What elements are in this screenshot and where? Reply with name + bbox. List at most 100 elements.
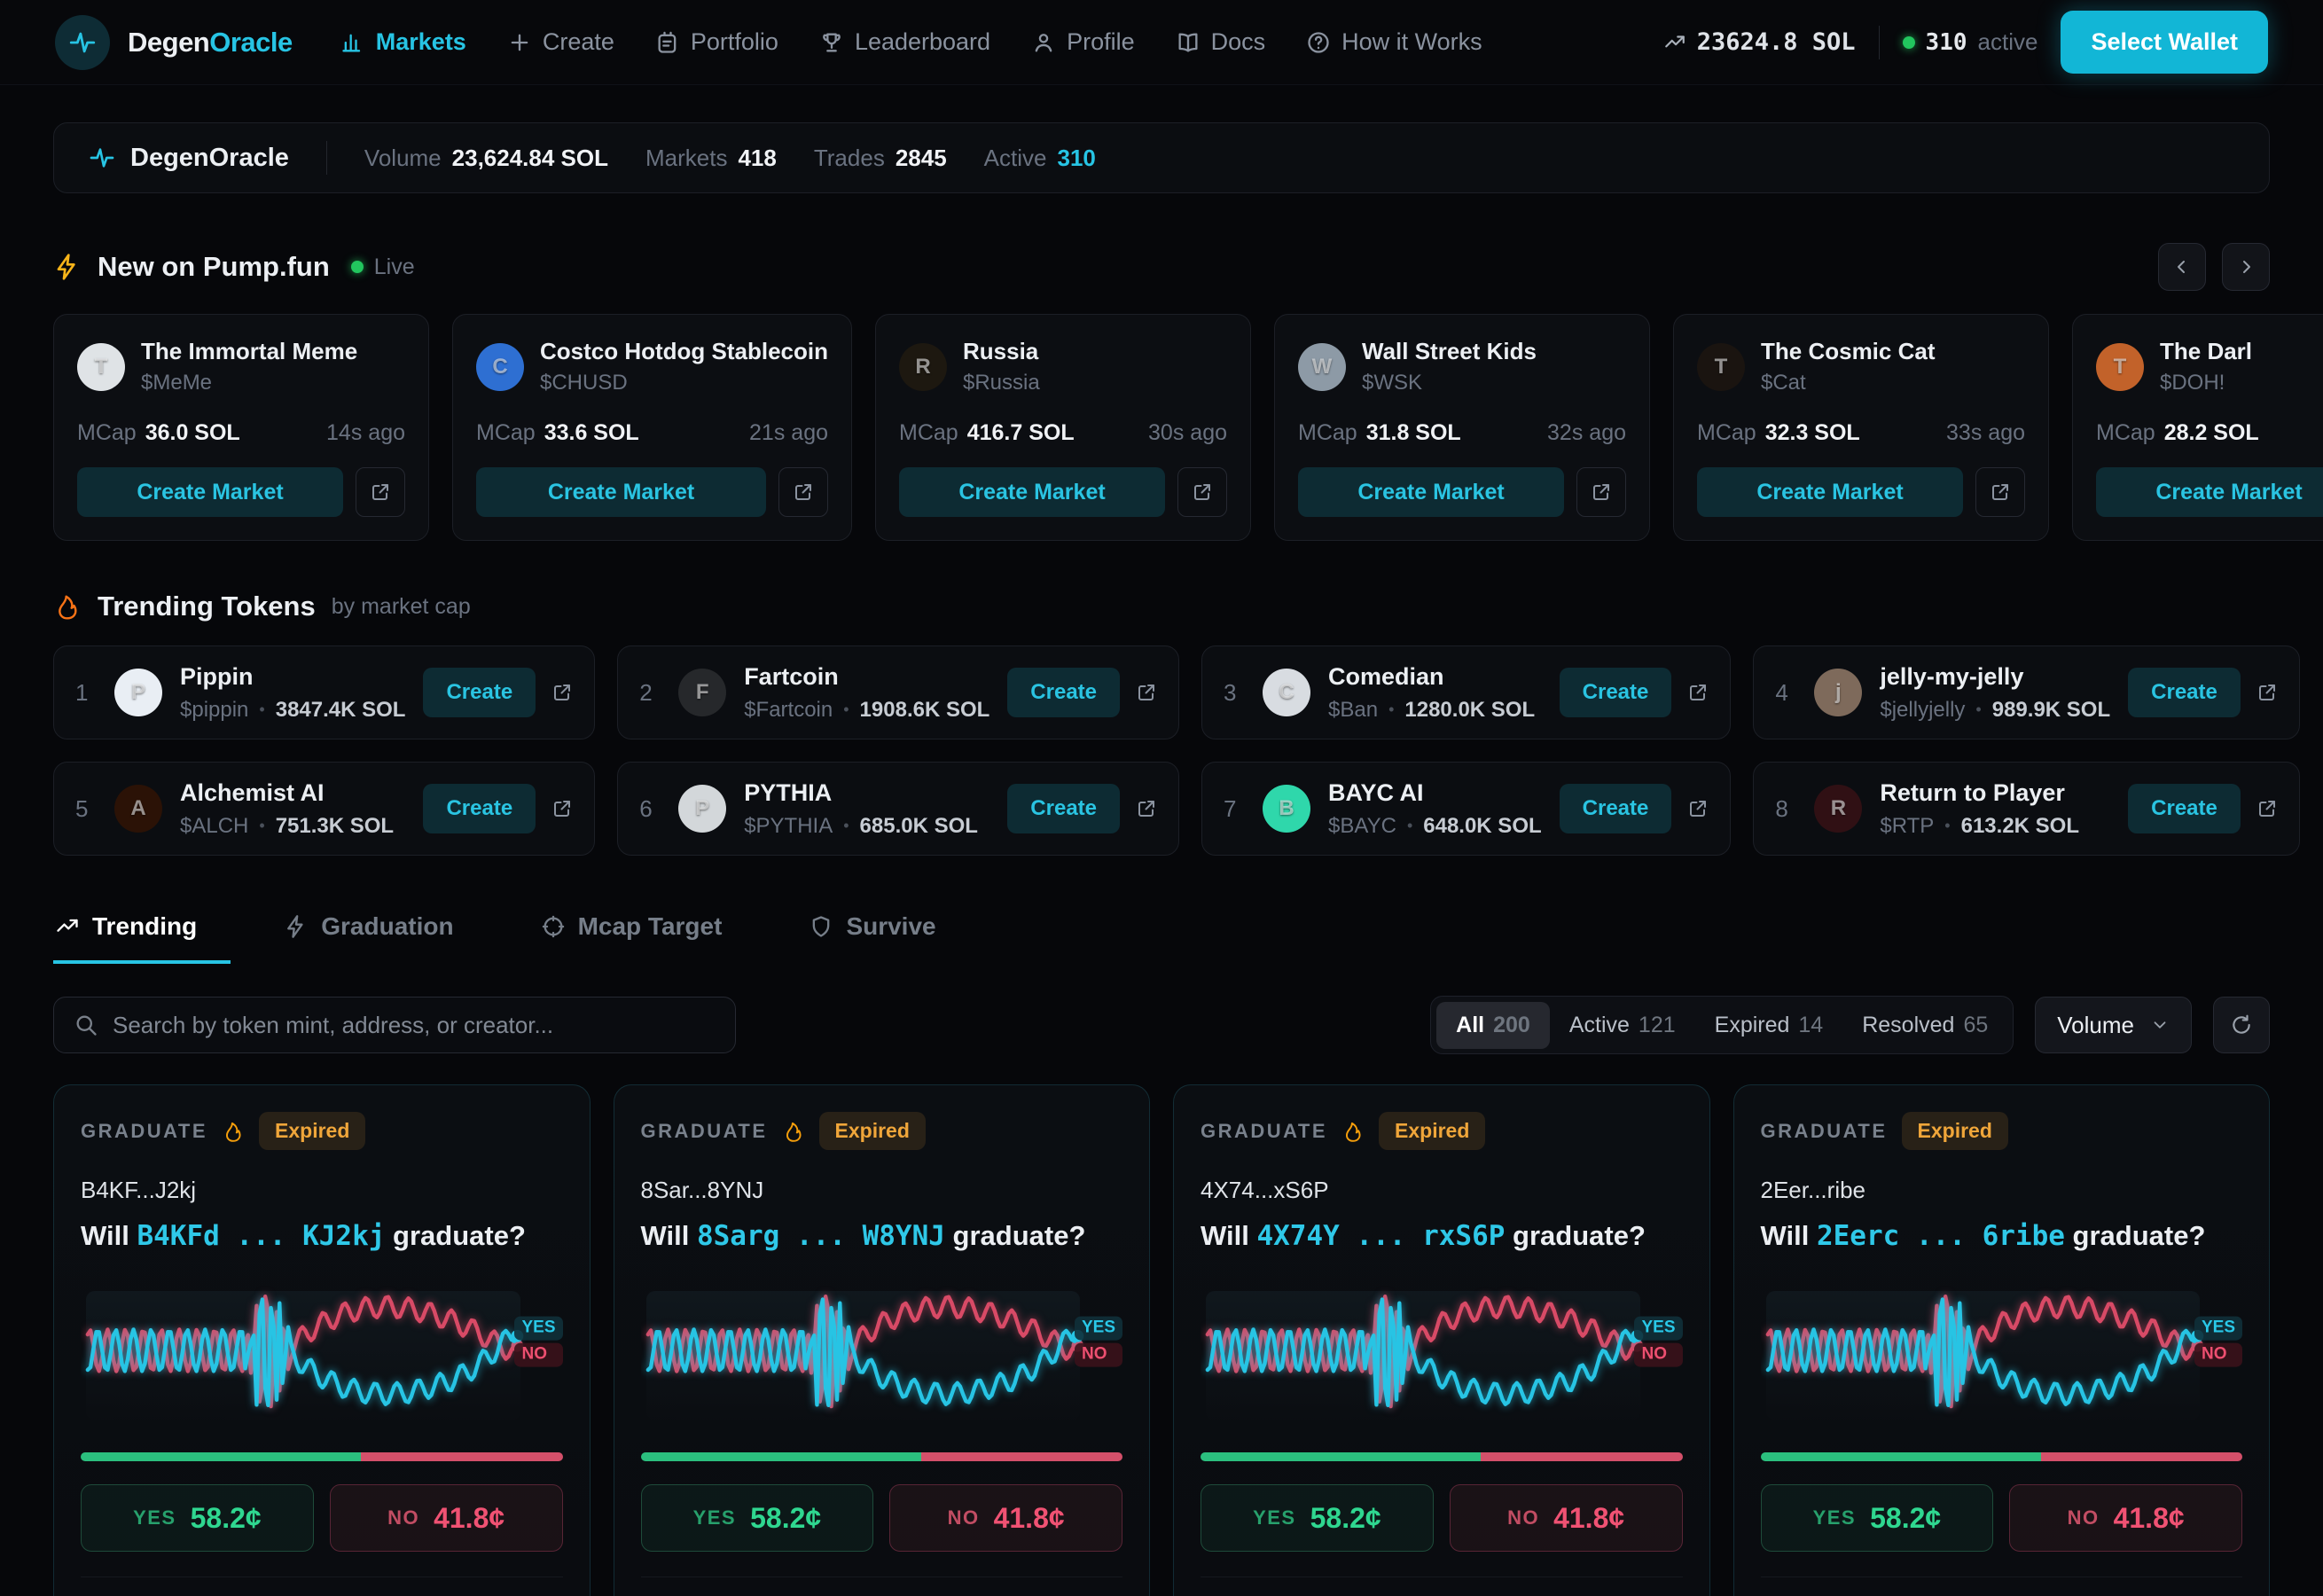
external-link-button[interactable] bbox=[778, 467, 828, 517]
tab-trending[interactable]: Trending bbox=[53, 909, 231, 964]
carousel-next-button[interactable] bbox=[2222, 243, 2270, 291]
create-button[interactable]: Create bbox=[1007, 784, 1121, 833]
create-button[interactable]: Create bbox=[423, 668, 536, 717]
bet-no-button[interactable]: NO 41.8¢ bbox=[2009, 1484, 2242, 1552]
create-market-button[interactable]: Create Market bbox=[77, 467, 343, 517]
market-card[interactable]: GRADUATE Expired 4X74...xS6P Will 4X74Y … bbox=[1173, 1084, 1710, 1596]
trending-token-card[interactable]: 7 B BAYC AI $BAYC • 648.0K SOL Create bbox=[1201, 762, 1732, 856]
create-market-button[interactable]: Create Market bbox=[1298, 467, 1564, 517]
external-link-icon[interactable] bbox=[2257, 798, 2278, 819]
trending-up-icon bbox=[1663, 31, 1686, 54]
tab-mcap-target[interactable]: Mcap Target bbox=[539, 909, 756, 964]
external-link-icon[interactable] bbox=[1687, 798, 1709, 819]
mcap-label: MCap bbox=[2096, 420, 2155, 445]
live-dot-icon bbox=[350, 261, 364, 273]
market-card[interactable]: GRADUATE Expired 2Eer...ribe Will 2Eerc … bbox=[1732, 1084, 2270, 1596]
probability-bar bbox=[81, 1452, 563, 1461]
market-question: Will B4KFd ... KJ2kj graduate? bbox=[81, 1220, 563, 1252]
trending-token-card[interactable]: 1 P Pippin $pippin • 3847.4K SOL Create bbox=[53, 645, 596, 739]
create-button[interactable]: Create bbox=[1007, 668, 1121, 717]
create-button[interactable]: Create bbox=[1559, 668, 1672, 717]
external-link-icon[interactable] bbox=[551, 682, 573, 703]
nav-item-how-it-works[interactable]: How it Works bbox=[1306, 28, 1482, 56]
nav-item-portfolio[interactable]: Portfolio bbox=[655, 28, 778, 56]
external-link-icon[interactable] bbox=[1136, 798, 1157, 819]
no-legend-chip: NO bbox=[2194, 1342, 2242, 1367]
no-label: NO bbox=[2067, 1506, 2100, 1529]
mcap-label: MCap bbox=[476, 420, 536, 445]
token-avatar-initial: T bbox=[1714, 354, 1728, 379]
token-avatar: T bbox=[1697, 342, 1745, 391]
mcap-value: 32.3 SOL bbox=[1764, 420, 1860, 445]
bet-yes-button[interactable]: YES 58.2¢ bbox=[1760, 1484, 1994, 1552]
token-rank: 4 bbox=[1775, 678, 1788, 706]
status-filter-group: All 200 Active 121 Expired 14 Resolved 65 bbox=[1430, 996, 2014, 1054]
filter-active[interactable]: Active 121 bbox=[1568, 1012, 1676, 1037]
pump-token-name: The Darl bbox=[2160, 338, 2253, 364]
external-link-icon[interactable] bbox=[2257, 682, 2278, 703]
bet-yes-button[interactable]: YES 58.2¢ bbox=[640, 1484, 874, 1552]
refresh-button[interactable] bbox=[2213, 997, 2270, 1053]
price-chart: YES NO bbox=[1761, 1275, 2242, 1426]
trending-token-card[interactable]: 6 P PYTHIA $PYTHIA • 685.0K SOL Create bbox=[617, 762, 1180, 856]
create-button[interactable]: Create bbox=[2128, 668, 2241, 717]
bet-yes-button[interactable]: YES 58.2¢ bbox=[81, 1484, 314, 1552]
no-price: 41.8¢ bbox=[434, 1501, 505, 1534]
tab-survive[interactable]: Survive bbox=[807, 909, 969, 964]
search-input[interactable] bbox=[113, 1011, 716, 1039]
create-button[interactable]: Create bbox=[2128, 784, 2241, 833]
external-link-button[interactable] bbox=[356, 467, 405, 517]
tab-graduation[interactable]: Graduation bbox=[282, 909, 487, 964]
chart-legend: YES NO bbox=[1074, 1316, 1122, 1367]
trending-token-card[interactable]: 8 R Return to Player $RTP • 613.2K SOL C… bbox=[1753, 762, 2300, 856]
nav-item-docs[interactable]: Docs bbox=[1176, 28, 1265, 56]
bet-no-button[interactable]: NO 41.8¢ bbox=[889, 1484, 1122, 1552]
create-button[interactable]: Create bbox=[1559, 784, 1672, 833]
sort-select[interactable]: Volume bbox=[2035, 997, 2192, 1053]
dot-separator: • bbox=[1975, 700, 1982, 718]
token-avatar: j bbox=[1814, 669, 1863, 716]
market-card[interactable]: GRADUATE Expired 8Sar...8YNJ Will 8Sarg … bbox=[613, 1084, 1150, 1596]
filter-all[interactable]: All 200 bbox=[1436, 1001, 1550, 1049]
price-chart: YES NO bbox=[81, 1275, 563, 1426]
price-chart: YES NO bbox=[1201, 1275, 1683, 1426]
filter-resolved[interactable]: Resolved 65 bbox=[1862, 1012, 1989, 1037]
select-wallet-button[interactable]: Select Wallet bbox=[2061, 11, 2268, 74]
market-card[interactable]: GRADUATE Expired B4KF...J2kj Will B4KFd … bbox=[53, 1084, 591, 1596]
create-market-button[interactable]: Create Market bbox=[476, 467, 766, 517]
external-link-button[interactable] bbox=[1177, 467, 1227, 517]
create-button[interactable]: Create bbox=[423, 784, 536, 833]
token-grid: 1 P Pippin $pippin • 3847.4K SOL Create … bbox=[53, 645, 2300, 856]
bet-no-button[interactable]: NO 41.8¢ bbox=[329, 1484, 563, 1552]
yes-label: YES bbox=[1253, 1506, 1296, 1529]
create-market-button[interactable]: Create Market bbox=[1697, 467, 1963, 517]
brand[interactable]: DegenOracle bbox=[55, 14, 293, 70]
market-token-short: 4X74...xS6P bbox=[1201, 1177, 1329, 1203]
nav-item-create[interactable]: Create bbox=[507, 28, 614, 56]
create-market-button[interactable]: Create Market bbox=[2096, 467, 2323, 517]
trending-token-card[interactable]: 3 C Comedian $Ban • 1280.0K SOL Create bbox=[1201, 645, 1732, 739]
token-avatar: T bbox=[2096, 342, 2144, 391]
nav-item-markets[interactable]: Markets bbox=[340, 28, 466, 56]
external-link-button[interactable] bbox=[1576, 467, 1626, 517]
create-market-button[interactable]: Create Market bbox=[899, 467, 1165, 517]
mcap-value: 36.0 SOL bbox=[145, 420, 240, 445]
external-link-icon[interactable] bbox=[1687, 682, 1709, 703]
external-link-icon[interactable] bbox=[551, 798, 573, 819]
carousel-prev-button[interactable] bbox=[2158, 243, 2206, 291]
trending-token-card[interactable]: 5 A Alchemist AI $ALCH • 751.3K SOL Crea… bbox=[53, 762, 596, 856]
bet-yes-button[interactable]: YES 58.2¢ bbox=[1201, 1484, 1434, 1552]
trending-token-card[interactable]: 2 F Fartcoin $Fartcoin • 1908.6K SOL Cre… bbox=[617, 645, 1180, 739]
bet-no-button[interactable]: NO 41.8¢ bbox=[1449, 1484, 1683, 1552]
no-price: 41.8¢ bbox=[1553, 1501, 1625, 1534]
filter-expired[interactable]: Expired 14 bbox=[1714, 1012, 1824, 1037]
no-price: 41.8¢ bbox=[993, 1501, 1065, 1534]
trending-token-card[interactable]: 4 j jelly-my-jelly $jellyjelly • 989.9K … bbox=[1753, 645, 2300, 739]
external-link-icon[interactable] bbox=[1136, 682, 1157, 703]
pump-token-symbol: $CHUSD bbox=[540, 371, 628, 395]
flame-icon bbox=[222, 1120, 245, 1143]
nav-item-profile[interactable]: Profile bbox=[1031, 28, 1135, 56]
nav-item-leaderboard[interactable]: Leaderboard bbox=[819, 28, 990, 56]
external-link-button[interactable] bbox=[1975, 467, 2025, 517]
probability-bar bbox=[1201, 1452, 1683, 1461]
